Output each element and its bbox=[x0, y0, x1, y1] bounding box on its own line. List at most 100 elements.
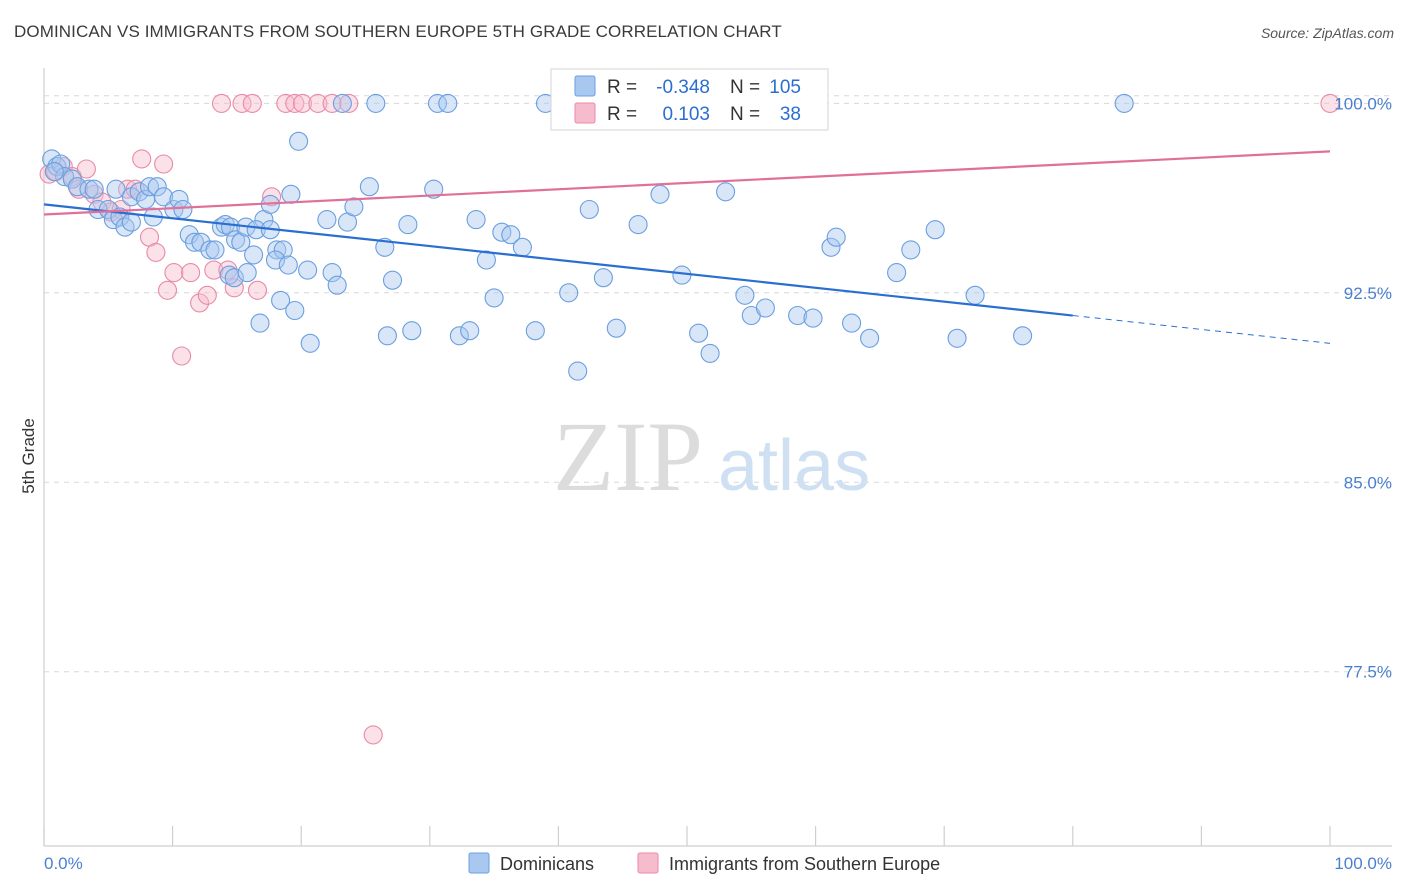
pink-data-point bbox=[224, 278, 244, 298]
blue-data-point bbox=[427, 93, 448, 113]
bottom-legend-label-dominicans: Dominicans bbox=[500, 854, 594, 874]
blue-trendline bbox=[43, 203, 1073, 317]
blue-trendline-extension bbox=[1072, 315, 1331, 344]
blue-data-point bbox=[512, 237, 532, 257]
y-tick-label: 100.0% bbox=[1334, 94, 1392, 113]
blue-data-point bbox=[821, 237, 841, 257]
blue-data-point bbox=[244, 245, 264, 265]
x-ticks bbox=[43, 826, 1331, 846]
blue-data-point bbox=[298, 260, 318, 280]
pink-data-point bbox=[363, 725, 383, 745]
blue-data-point bbox=[484, 288, 504, 308]
legend-n-label: N = bbox=[730, 77, 760, 98]
pink-data-point bbox=[181, 263, 201, 283]
pink-data-point bbox=[285, 93, 305, 113]
blue-data-point bbox=[366, 93, 386, 113]
legend-r-label: R = bbox=[607, 77, 637, 98]
blue-data-point bbox=[842, 313, 862, 333]
blue-data-point bbox=[377, 326, 397, 346]
blue-data-point bbox=[650, 184, 670, 204]
pink-data-point bbox=[172, 346, 192, 366]
blue-data-point bbox=[51, 154, 71, 174]
pink-data-point bbox=[84, 184, 104, 204]
blue-data-point bbox=[947, 328, 967, 348]
blue-data-point bbox=[200, 240, 220, 260]
pink-data-point bbox=[242, 93, 262, 113]
blue-data-point bbox=[438, 93, 458, 113]
legend-r-label: R = bbox=[607, 104, 637, 125]
blue-data-point bbox=[121, 212, 141, 232]
blue-data-point bbox=[237, 263, 257, 283]
axes bbox=[43, 68, 1392, 847]
y-tick-label: 92.5% bbox=[1344, 284, 1392, 303]
blue-data-point bbox=[1013, 326, 1033, 346]
watermark: ZIP atlas bbox=[553, 401, 870, 512]
blue-data-point bbox=[55, 167, 75, 187]
blue-data-point bbox=[593, 268, 613, 288]
blue-data-point bbox=[139, 177, 160, 197]
pink-data-point bbox=[308, 93, 328, 113]
pink-data-point bbox=[204, 260, 224, 280]
blue-data-point bbox=[44, 162, 64, 182]
legend-swatch-pink bbox=[574, 102, 596, 124]
stats-legend-box bbox=[550, 68, 829, 131]
blue-data-point bbox=[466, 210, 486, 230]
x-tick-label-min: 0.0% bbox=[44, 854, 83, 873]
x-tick-label-max: 100.0% bbox=[1334, 854, 1392, 873]
blue-data-point bbox=[755, 298, 775, 318]
watermark-atlas: atlas bbox=[718, 426, 870, 506]
pink-data-point bbox=[157, 280, 178, 300]
pink-data-point bbox=[339, 93, 359, 113]
bottom-legend-swatch-pink bbox=[637, 852, 659, 874]
blue-series-points bbox=[42, 93, 1134, 381]
watermark-zip: ZIP bbox=[553, 401, 703, 512]
y-tick-label: 77.5% bbox=[1344, 663, 1392, 682]
blue-data-point bbox=[501, 225, 521, 245]
blue-data-point bbox=[965, 285, 985, 305]
blue-data-point bbox=[154, 187, 174, 207]
blue-data-point bbox=[887, 263, 907, 283]
blue-data-point bbox=[525, 321, 545, 341]
pink-data-point bbox=[1320, 93, 1340, 113]
blue-data-point bbox=[300, 333, 320, 353]
blue-data-point bbox=[115, 217, 135, 237]
y-tick-labels: 77.5% 85.0% 92.5% 100.0% bbox=[1334, 94, 1392, 681]
y-axis-title: 5th Grade bbox=[19, 418, 38, 494]
blue-data-point bbox=[226, 230, 246, 250]
legend-n-label: N = bbox=[730, 104, 760, 125]
blue-data-point bbox=[628, 215, 648, 235]
pink-data-point bbox=[76, 159, 96, 179]
blue-data-point bbox=[129, 182, 149, 202]
blue-data-point bbox=[267, 240, 287, 260]
blue-data-point bbox=[224, 268, 244, 288]
blue-data-point bbox=[579, 199, 599, 220]
pink-trendline bbox=[43, 150, 1331, 216]
blue-data-point bbox=[106, 179, 126, 199]
pink-data-point bbox=[262, 187, 282, 207]
blue-data-point bbox=[559, 283, 579, 303]
blue-data-point bbox=[1114, 93, 1134, 113]
blue-data-point bbox=[449, 326, 469, 346]
blue-data-point bbox=[860, 328, 880, 348]
bottom-legend: Dominicans Immigrants from Southern Euro… bbox=[468, 852, 940, 874]
chart-title: DOMINICAN VS IMMIGRANTS FROM SOUTHERN EU… bbox=[14, 22, 782, 41]
blue-data-point bbox=[327, 275, 347, 295]
blue-data-point bbox=[424, 179, 444, 199]
blue-data-point bbox=[925, 220, 945, 240]
pink-data-point bbox=[322, 93, 342, 113]
blue-data-point bbox=[84, 179, 104, 199]
blue-data-point bbox=[271, 290, 291, 310]
pink-data-point bbox=[247, 280, 268, 300]
pink-data-point bbox=[164, 263, 184, 283]
blue-data-point bbox=[716, 182, 736, 202]
blue-data-point bbox=[606, 318, 626, 338]
blue-data-point bbox=[147, 177, 167, 197]
pink-data-point bbox=[190, 293, 210, 313]
bottom-legend-swatch-blue bbox=[468, 852, 490, 874]
blue-data-point bbox=[700, 343, 720, 363]
blue-data-point bbox=[317, 210, 337, 230]
blue-data-point bbox=[250, 313, 270, 333]
legend-swatch-blue bbox=[574, 75, 596, 97]
blue-data-point bbox=[460, 321, 480, 341]
blue-data-point bbox=[173, 199, 193, 220]
